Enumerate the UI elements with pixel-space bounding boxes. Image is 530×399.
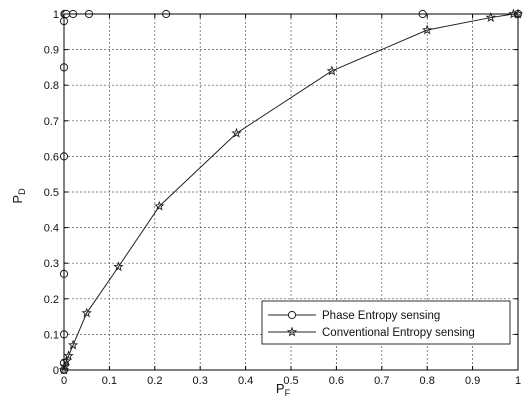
- data-point: [61, 355, 72, 366]
- x-tick-label: 0.4: [238, 375, 253, 387]
- data-point: [63, 350, 74, 361]
- data-point: [59, 360, 71, 371]
- data-point: [154, 200, 165, 211]
- legend-label-phase: Phase Entropy sensing: [322, 310, 440, 322]
- x-axis-label-main: P: [276, 381, 285, 396]
- series-conventional-entropy: [58, 8, 524, 375]
- x-tick-label: 0: [61, 375, 67, 387]
- legend-marker-phase: [287, 310, 297, 320]
- data-point: [326, 65, 338, 76]
- y-axis-label-sub: D: [17, 188, 27, 195]
- x-tick-label: 0.2: [147, 375, 162, 387]
- data-point: [67, 339, 79, 350]
- x-tick-label: 1: [515, 375, 521, 387]
- data-point: [81, 307, 92, 318]
- x-axis-label: PF: [276, 381, 291, 398]
- y-tick-label: 0.3: [44, 258, 59, 270]
- y-tick-label: 1: [53, 9, 59, 21]
- x-tick-label: 0.9: [465, 375, 480, 387]
- x-tick-label: 0.3: [193, 375, 208, 387]
- legend: Phase Entropy sensing Conventional Entro…: [261, 300, 511, 345]
- data-point: [231, 127, 242, 138]
- y-tick-label: 0.5: [44, 187, 59, 199]
- legend-marker-conventional: [286, 326, 298, 337]
- data-point: [485, 12, 496, 23]
- y-axis-ticks: 0 0.1 0.2 0.3 0.4 0.5 0.6 0.7 0.8 0.9 1: [44, 9, 518, 377]
- legend-box: [261, 300, 511, 345]
- x-tick-label: 0.5: [283, 375, 298, 387]
- x-tick-label: 0.6: [329, 375, 344, 387]
- plot-frame: [63, 13, 519, 371]
- y-tick-label: 0.9: [44, 45, 59, 57]
- y-tick-label: 0.2: [44, 294, 59, 306]
- series-line: [63, 13, 518, 371]
- x-axis-ticks: 0 0.1 0.2 0.3 0.4 0.5 0.6 0.7 0.8 0.9 1: [61, 14, 521, 387]
- y-tick-label: 0.7: [44, 116, 59, 128]
- y-axis-label: PD: [10, 188, 27, 204]
- y-tick-label: 0.6: [44, 151, 59, 163]
- x-axis-label-sub: F: [285, 388, 291, 398]
- data-point: [421, 24, 433, 35]
- legend-label-conventional: Conventional Entropy sensing: [322, 327, 475, 339]
- y-tick-label: 0.8: [44, 80, 59, 92]
- x-tick-label: 0.8: [420, 375, 435, 387]
- legend-star-shape: [286, 326, 298, 337]
- y-tick-label: 0: [53, 365, 59, 377]
- x-tick-label: 0.7: [374, 375, 389, 387]
- data-point: [113, 261, 124, 272]
- x-tick-label: 0.1: [102, 375, 117, 387]
- y-axis-label-main: P: [10, 195, 25, 204]
- y-tick-label: 0.4: [44, 223, 59, 235]
- y-tick-label: 0.1: [44, 329, 59, 341]
